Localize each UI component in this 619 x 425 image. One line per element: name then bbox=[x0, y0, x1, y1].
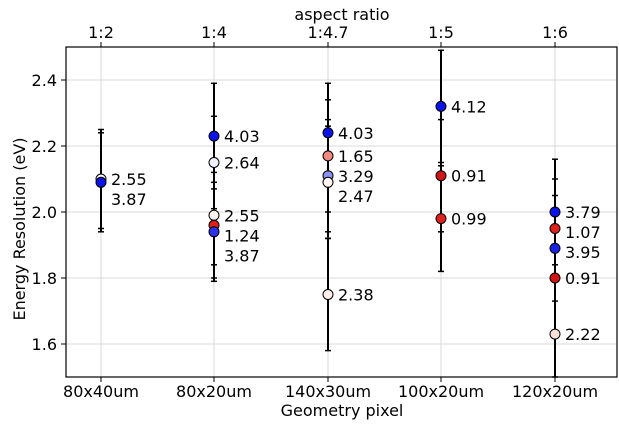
data-label: 1.65 bbox=[338, 147, 374, 166]
x-tick-label: 100x20um bbox=[398, 382, 484, 401]
y-tick-label: 2.0 bbox=[32, 203, 57, 222]
data-point bbox=[549, 272, 561, 284]
data-label: 3.87 bbox=[111, 190, 147, 209]
data-label: 0.91 bbox=[451, 167, 487, 186]
data-label: 3.29 bbox=[338, 167, 374, 186]
data-label: 3.95 bbox=[565, 243, 601, 262]
data-point bbox=[322, 150, 334, 162]
data-label: 2.47 bbox=[338, 187, 374, 206]
data-label: 0.91 bbox=[565, 269, 601, 288]
top-x-tick-label: 1:6 bbox=[542, 23, 568, 42]
data-label: 4.03 bbox=[338, 124, 374, 143]
x-tick-label: 80x40um bbox=[63, 382, 139, 401]
data-point bbox=[549, 206, 561, 218]
top-x-axis-title: aspect ratio bbox=[294, 5, 389, 24]
data-point bbox=[549, 328, 561, 340]
x-tick-label: 80x20um bbox=[176, 382, 252, 401]
data-label: 2.55 bbox=[111, 170, 147, 189]
data-label: 2.64 bbox=[224, 154, 260, 173]
data-label: 1.07 bbox=[565, 223, 601, 242]
data-label: 2.38 bbox=[338, 286, 374, 305]
top-x-tick-label: 1:5 bbox=[428, 23, 454, 42]
x-axis-title: Geometry pixel bbox=[281, 401, 404, 420]
data-label: 2.22 bbox=[565, 325, 601, 344]
data-points bbox=[95, 100, 561, 340]
data-label: 0.99 bbox=[451, 210, 487, 229]
data-labels: 2.553.874.032.642.551.243.874.031.653.29… bbox=[111, 97, 601, 344]
y-tick-label: 1.6 bbox=[32, 335, 57, 354]
grid bbox=[66, 47, 617, 377]
data-point bbox=[322, 127, 334, 139]
data-point bbox=[549, 242, 561, 254]
data-point bbox=[208, 157, 220, 168]
y-tick-label: 1.8 bbox=[32, 269, 57, 288]
data-point bbox=[322, 176, 334, 188]
data-point bbox=[549, 223, 561, 234]
y-axis-title: Energy Resolution (eV) bbox=[10, 137, 29, 320]
data-point bbox=[95, 176, 107, 188]
y-tick-label: 2.2 bbox=[32, 137, 57, 156]
data-label: 4.12 bbox=[451, 97, 487, 116]
top-x-tick-label: 1:2 bbox=[88, 23, 114, 42]
data-point bbox=[208, 130, 220, 142]
data-label: 4.03 bbox=[224, 127, 260, 146]
data-point bbox=[208, 209, 220, 221]
data-point bbox=[435, 100, 447, 112]
data-point bbox=[208, 226, 220, 238]
data-label: 3.87 bbox=[224, 246, 260, 265]
data-point bbox=[322, 289, 334, 300]
top-x-tick-label: 1:4.7 bbox=[307, 23, 348, 42]
top-x-tick-label: 1:4 bbox=[201, 23, 227, 42]
axes: 1.6 1.8 2.0 2.2 2.4 80x40um 1:2 80x20um 1:4 140x3… bbox=[32, 23, 618, 401]
data-point bbox=[435, 170, 447, 182]
x-tick-label: 140x30um bbox=[285, 382, 371, 401]
error-bars bbox=[98, 49, 558, 378]
y-tick-label: 2.4 bbox=[32, 71, 57, 90]
x-tick-label: 120x20um bbox=[512, 382, 598, 401]
data-label: 2.55 bbox=[224, 206, 260, 225]
data-label: 1.24 bbox=[224, 226, 260, 245]
data-label: 3.79 bbox=[565, 203, 601, 222]
data-point bbox=[435, 213, 447, 225]
